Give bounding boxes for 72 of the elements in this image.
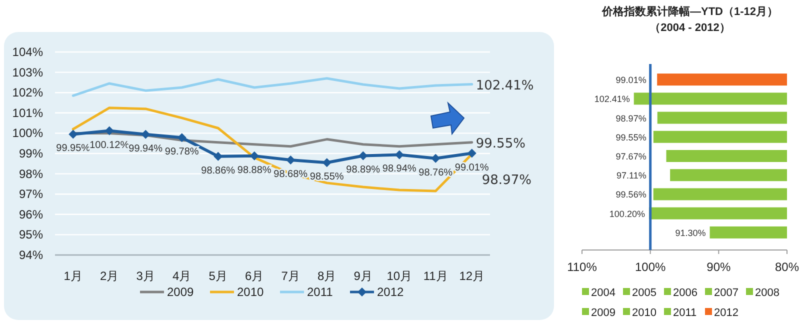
x-tick-label: 90%: [706, 260, 731, 274]
data-label: 98.88%: [237, 164, 272, 176]
data-label: 98.89%: [346, 164, 380, 176]
y-tick-label: 94%: [18, 248, 44, 262]
legend-label: 2012: [377, 285, 404, 299]
point: [104, 126, 114, 136]
data-label: 91.30%: [675, 228, 706, 238]
point: [322, 158, 332, 168]
data-label: 100.12%: [90, 140, 130, 151]
point: [68, 130, 78, 139]
point: [431, 154, 440, 163]
data-label: 98.55%: [310, 172, 344, 183]
x-tick-label: 2月: [100, 269, 119, 283]
y-tick-label: 103%: [12, 65, 44, 80]
y-tick-label: 97%: [18, 187, 44, 202]
data-label: 99.95%: [56, 143, 90, 154]
legend-label: 2012: [714, 307, 738, 319]
data-label: 98.86%: [201, 165, 236, 176]
legend-label: 2010: [237, 285, 264, 299]
data-label: 98.76%: [418, 167, 453, 178]
data-label: 99.78%: [164, 146, 199, 158]
x-tick-label: 6月: [245, 269, 264, 283]
data-label: 102.41%: [476, 78, 534, 94]
legend-label: 2009: [167, 285, 194, 299]
data-label: 100.20%: [609, 208, 645, 219]
y-tick-label: 98%: [18, 166, 44, 181]
x-tick-label: 100%: [634, 260, 666, 274]
legend-label: 2005: [632, 287, 656, 299]
y-tick-label: 101%: [12, 106, 44, 120]
x-tick-label: 80%: [774, 260, 800, 274]
x-tick-label: 1月: [64, 269, 82, 283]
y-tick-label: 99%: [18, 146, 44, 160]
data-label: 98.97%: [616, 113, 646, 124]
x-tick-label: 9月: [354, 269, 372, 283]
legend-label: 2009: [591, 307, 616, 319]
data-label: 97.67%: [616, 152, 646, 162]
data-label: 99.94%: [128, 143, 163, 154]
chart-subtitle: （2004 - 2012）: [650, 22, 730, 34]
data-label: 98.94%: [382, 164, 416, 175]
x-tick-label: 5月: [208, 269, 228, 283]
chart-title: 价格指数累计降幅—YTD（1-12月）: [600, 5, 778, 18]
x-tick-label: 12月: [459, 269, 485, 283]
legend-label: 2007: [714, 287, 738, 299]
data-label: 102.41%: [594, 94, 630, 104]
x-tick-label: 4月: [172, 269, 192, 283]
legend-label: 2004: [591, 287, 616, 299]
point: [467, 148, 476, 158]
data-label: 99.55%: [616, 132, 646, 142]
y-tick-label: 100%: [12, 126, 44, 140]
data-label: 99.56%: [616, 190, 646, 200]
x-tick-label: 7月: [281, 269, 300, 283]
x-tick-label: 110%: [567, 260, 598, 274]
point: [177, 133, 186, 142]
data-label: 98.97%: [482, 173, 532, 188]
data-label: 97.11%: [616, 170, 646, 181]
line-series: [72, 77, 474, 97]
y-tick-label: 104%: [12, 45, 44, 59]
legend-label: 2011: [673, 307, 697, 319]
legend-label: 2010: [632, 307, 656, 319]
legend-label: 2008: [755, 287, 780, 299]
x-tick-label: 11月: [423, 269, 448, 283]
legend-label: 2006: [673, 287, 698, 299]
x-tick-label: 3月: [136, 269, 155, 283]
data-label: 99.01%: [616, 75, 646, 86]
y-tick-label: 95%: [18, 228, 44, 242]
x-tick-label: 8月: [318, 269, 336, 283]
data-label: 99.55%: [476, 136, 526, 152]
legend-label: 2011: [307, 285, 334, 299]
point: [141, 130, 150, 139]
y-tick-label: 96%: [18, 207, 44, 222]
y-tick-label: 102%: [12, 86, 44, 100]
x-tick-label: 10月: [386, 269, 412, 283]
